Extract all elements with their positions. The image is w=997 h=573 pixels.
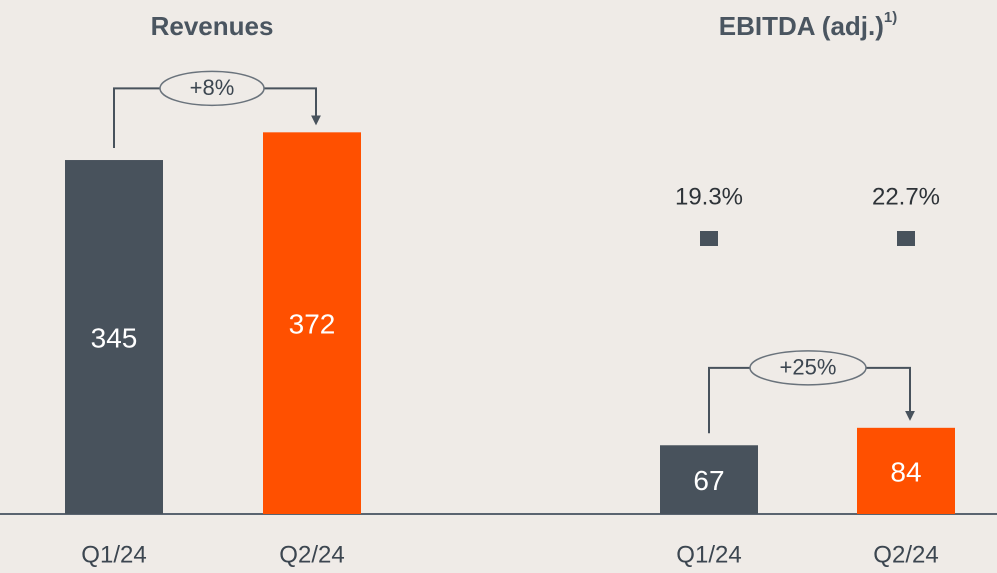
margin-label: 19.3%: [675, 183, 743, 210]
x-tick-label: Q2/24: [279, 541, 344, 568]
bar: [857, 427, 955, 514]
value-label: 84: [890, 456, 921, 487]
bar: [660, 445, 758, 514]
growth-bubble: [159, 70, 265, 107]
x-tick-label: Q1/24: [676, 541, 741, 568]
margin-marker: [897, 231, 915, 246]
bar: [263, 132, 361, 514]
growth-bubble: [749, 350, 867, 386]
bar: [65, 160, 163, 514]
x-tick-label: Q1/24: [81, 541, 146, 568]
chart-title: EBITDA (adj.)1): [719, 9, 897, 41]
value-label: 372: [289, 309, 336, 340]
growth-label: +8%: [190, 75, 235, 100]
chart-title: Revenues: [151, 11, 274, 41]
margin-marker: [700, 231, 718, 246]
title-footnote: 1): [884, 9, 897, 26]
title-text: Revenues: [151, 11, 274, 41]
margin-label: 22.7%: [872, 183, 940, 210]
value-label: 345: [91, 322, 138, 353]
x-tick-label: Q2/24: [873, 541, 938, 568]
title-text: EBITDA (adj.): [719, 11, 884, 41]
value-label: 67: [693, 465, 724, 496]
growth-label: +25%: [780, 355, 837, 380]
